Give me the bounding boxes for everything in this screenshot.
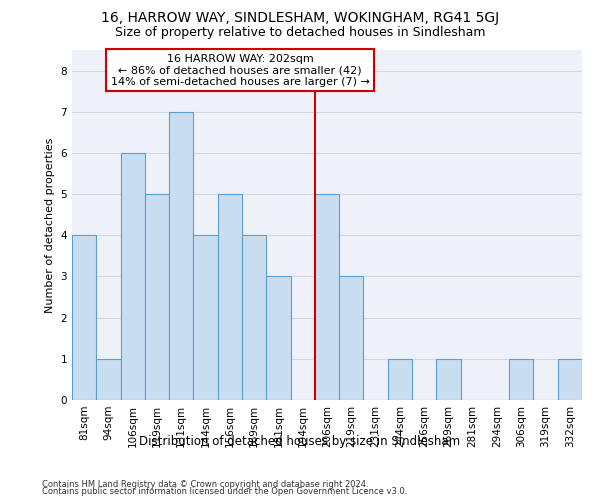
Bar	[388, 359, 412, 400]
Bar	[339, 276, 364, 400]
Bar	[169, 112, 193, 400]
Bar	[315, 194, 339, 400]
Bar	[145, 194, 169, 400]
Bar	[121, 153, 145, 400]
Text: Distribution of detached houses by size in Sindlesham: Distribution of detached houses by size …	[139, 435, 461, 448]
Bar	[96, 359, 121, 400]
Text: Contains HM Land Registry data © Crown copyright and database right 2024.: Contains HM Land Registry data © Crown c…	[42, 480, 368, 489]
Bar	[242, 236, 266, 400]
Text: Size of property relative to detached houses in Sindlesham: Size of property relative to detached ho…	[115, 26, 485, 39]
Bar	[266, 276, 290, 400]
Bar	[193, 236, 218, 400]
Text: 16 HARROW WAY: 202sqm
← 86% of detached houses are smaller (42)
14% of semi-deta: 16 HARROW WAY: 202sqm ← 86% of detached …	[111, 54, 370, 86]
Bar	[72, 236, 96, 400]
Bar	[436, 359, 461, 400]
Bar	[509, 359, 533, 400]
Bar	[558, 359, 582, 400]
Y-axis label: Number of detached properties: Number of detached properties	[45, 138, 55, 312]
Bar	[218, 194, 242, 400]
Text: 16, HARROW WAY, SINDLESHAM, WOKINGHAM, RG41 5GJ: 16, HARROW WAY, SINDLESHAM, WOKINGHAM, R…	[101, 11, 499, 25]
Text: Contains public sector information licensed under the Open Government Licence v3: Contains public sector information licen…	[42, 487, 407, 496]
